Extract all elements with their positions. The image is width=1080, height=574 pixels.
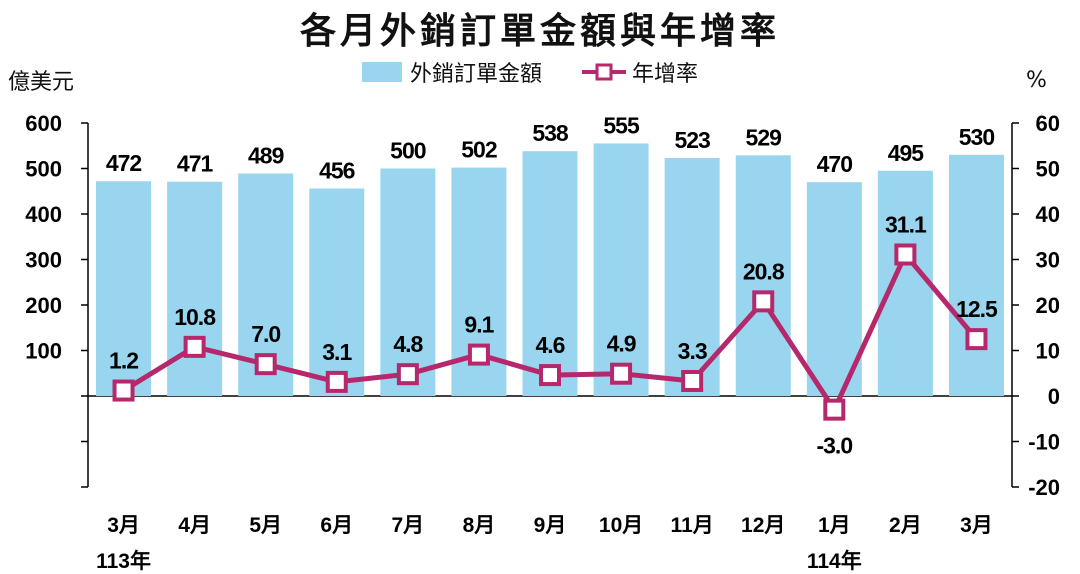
legend-line-swatch	[582, 63, 627, 81]
bar	[735, 155, 791, 396]
right-tick-label: -20	[1028, 475, 1060, 500]
left-tick-label: 300	[25, 248, 62, 273]
growth-marker	[752, 290, 775, 313]
bar	[167, 181, 223, 396]
growth-marker	[325, 370, 348, 393]
growth-marker	[894, 243, 917, 266]
month-label: 5月	[249, 514, 282, 537]
growth-line-layer	[112, 243, 988, 421]
growth-value-label: 7.0	[251, 321, 280, 347]
year-label: 114年	[807, 549, 862, 573]
month-label: 2月	[889, 514, 922, 537]
growth-value-label: 31.1	[885, 211, 927, 237]
bar-value-label: 470	[817, 151, 853, 177]
right-tick-label: 30	[1036, 248, 1060, 273]
legend-bar-label: 外銷訂單金額	[410, 62, 543, 87]
bar	[309, 188, 365, 396]
bar-value-label: 500	[390, 138, 426, 164]
bar	[877, 170, 933, 396]
bar-value-label: 502	[461, 137, 497, 163]
bar-value-label: 529	[746, 124, 782, 150]
bar-value-label: 530	[959, 124, 995, 150]
growth-value-label: 4.9	[607, 331, 636, 357]
bars	[96, 143, 1004, 396]
growth-value-label: 4.8	[393, 331, 423, 357]
chart-title: 各月外銷訂單金額與年增率	[299, 10, 780, 52]
bar-value-label: 555	[603, 112, 640, 138]
bar-value-label: 489	[248, 143, 284, 169]
right-tick-label: 0	[1048, 384, 1060, 409]
bar-value-label: 495	[888, 140, 925, 166]
bar-value-label: 456	[319, 158, 355, 184]
month-label: 10月	[599, 514, 643, 537]
growth-value-label: -3.0	[816, 433, 852, 459]
bar	[948, 154, 1004, 396]
month-label: 9月	[534, 514, 567, 537]
x-axis-labels: 3月 4月 5月 6月 7月 8月 9月 10月 11月 12月 1月 2月 3月 113年 114年	[96, 514, 993, 573]
growth-marker	[396, 363, 419, 386]
left-tick-label: 600	[25, 111, 62, 136]
bar	[380, 168, 436, 396]
right-tick-label: 20	[1036, 293, 1060, 318]
left-tick-label: 100	[25, 339, 62, 364]
month-label: 3月	[960, 514, 993, 537]
bar-value-label: 471	[177, 151, 214, 177]
growth-value-label: 9.1	[464, 312, 494, 338]
month-label: 4月	[178, 514, 211, 537]
legend-line-label: 年增率	[632, 62, 699, 87]
bar	[806, 182, 862, 396]
right-tick-label: 50	[1036, 157, 1060, 182]
month-label: 12月	[741, 514, 785, 537]
growth-labels: 1.2 10.8 7.0 3.1 4.8 9.1 4.6 4.9 3.3 20.8 -3.0 31.1…	[109, 211, 999, 459]
bar-value-label: 538	[532, 120, 569, 146]
bar	[522, 151, 578, 396]
growth-marker	[183, 335, 206, 358]
bar-value-label: 472	[106, 150, 142, 176]
left-axis-unit: 億美元	[8, 70, 75, 95]
growth-value-label: 10.8	[174, 304, 216, 330]
right-tick-label: 10	[1036, 339, 1060, 364]
right-tick-label: 60	[1036, 111, 1060, 136]
bar-labels: 472 471 489 456 500 502 538 555 523 529 470 495 530	[106, 112, 996, 184]
legend: 外銷訂單金額 年增率	[362, 56, 698, 88]
growth-marker	[681, 369, 704, 392]
left-tick-label: 500	[25, 157, 62, 182]
month-label: 3月	[107, 514, 140, 537]
growth-value-label: 3.3	[678, 338, 707, 364]
month-label: 7月	[392, 514, 425, 537]
growth-value-label: 12.5	[956, 296, 998, 322]
growth-value-label: 1.2	[109, 348, 138, 374]
month-label: 8月	[463, 514, 496, 537]
growth-marker	[610, 362, 633, 385]
left-tick-label: 400	[25, 202, 62, 227]
growth-value-label: 4.6	[536, 332, 565, 358]
right-tick-label: 40	[1036, 202, 1060, 227]
growth-value-label: 20.8	[743, 258, 785, 284]
growth-marker	[254, 353, 277, 376]
growth-marker	[467, 343, 490, 366]
right-tick-label: -10	[1028, 430, 1060, 455]
right-axis-unit: %	[1026, 68, 1047, 93]
growth-value-label: 3.1	[322, 339, 352, 365]
growth-marker	[823, 398, 846, 421]
month-label: 6月	[320, 514, 353, 537]
growth-marker	[965, 328, 988, 351]
bar	[664, 158, 720, 396]
growth-marker	[112, 379, 135, 402]
month-label: 1月	[818, 514, 851, 537]
month-label: 11月	[671, 514, 714, 537]
legend-bar-swatch	[362, 62, 402, 82]
left-tick-label: 200	[25, 293, 62, 318]
bar-value-label: 523	[674, 127, 710, 153]
bar	[593, 143, 649, 396]
growth-marker	[539, 364, 561, 387]
year-label: 113年	[96, 549, 151, 573]
bar	[96, 181, 152, 396]
